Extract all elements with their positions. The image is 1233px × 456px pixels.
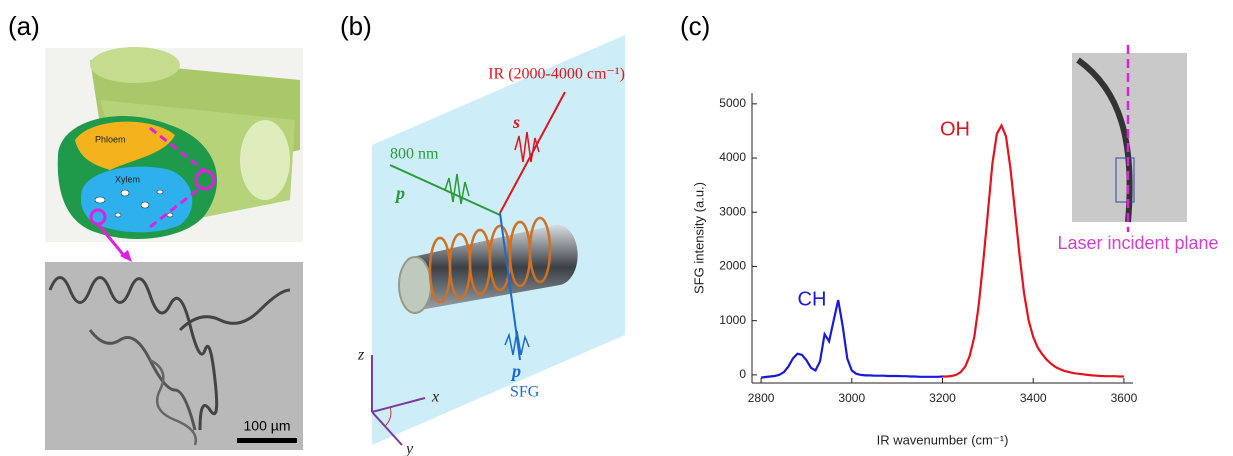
- panel-label: (a): [8, 11, 40, 41]
- x-axis-label: IR wavenumber (cm⁻¹): [877, 432, 1009, 447]
- ir-label: IR (2000-4000 cm⁻¹): [488, 66, 625, 83]
- axis-label: z: [357, 347, 365, 364]
- y-axis-label: SFG intensity (a.u.): [691, 182, 706, 294]
- inset-label: Laser incident plane: [1057, 233, 1218, 253]
- y-tick-label: 2000: [719, 259, 746, 273]
- p-label: p: [510, 361, 521, 381]
- axis-label: y: [404, 441, 414, 456]
- x-tick-label: 3000: [838, 391, 865, 405]
- celery-photo: Phloem Xylem: [45, 47, 303, 262]
- series-line: [760, 299, 943, 379]
- sfg-label: SFG: [510, 384, 540, 401]
- series-label: CH: [798, 288, 827, 310]
- schematic: IR (2000-4000 cm⁻¹) 800 nm s p p SFG z x…: [357, 35, 625, 456]
- y-tick-label: 3000: [719, 204, 746, 218]
- y-tick-label: 0: [739, 367, 746, 381]
- x-tick-label: 2800: [748, 391, 775, 405]
- inset-image: Laser incident plane: [1057, 45, 1219, 253]
- x-tick-label: 3400: [1020, 391, 1047, 405]
- xylem-label: Xylem: [115, 174, 140, 184]
- phloem-label: Phloem: [95, 134, 126, 144]
- series-label: OH: [940, 118, 970, 140]
- x-tick-label: 3600: [1111, 391, 1138, 405]
- visible-label: 800 nm: [390, 146, 439, 163]
- x-tick-label: 3200: [929, 391, 956, 405]
- y-tick-label: 4000: [719, 150, 746, 164]
- series-line: [942, 122, 1124, 378]
- y-tick-label: 1000: [719, 313, 746, 327]
- scale-bar-label: 100 µm: [244, 418, 291, 434]
- panel-label: (c): [680, 11, 710, 41]
- panel-label: (b): [340, 11, 372, 41]
- axis-label: x: [431, 389, 439, 406]
- p-label: p: [394, 183, 405, 203]
- s-label: s: [512, 112, 520, 132]
- y-tick-label: 5000: [719, 96, 746, 110]
- chart: 0 1000 2000 3000 4000 5000 2800 3000 3200 3400 360…: [691, 93, 1138, 447]
- micrograph: 100 µm: [45, 262, 303, 450]
